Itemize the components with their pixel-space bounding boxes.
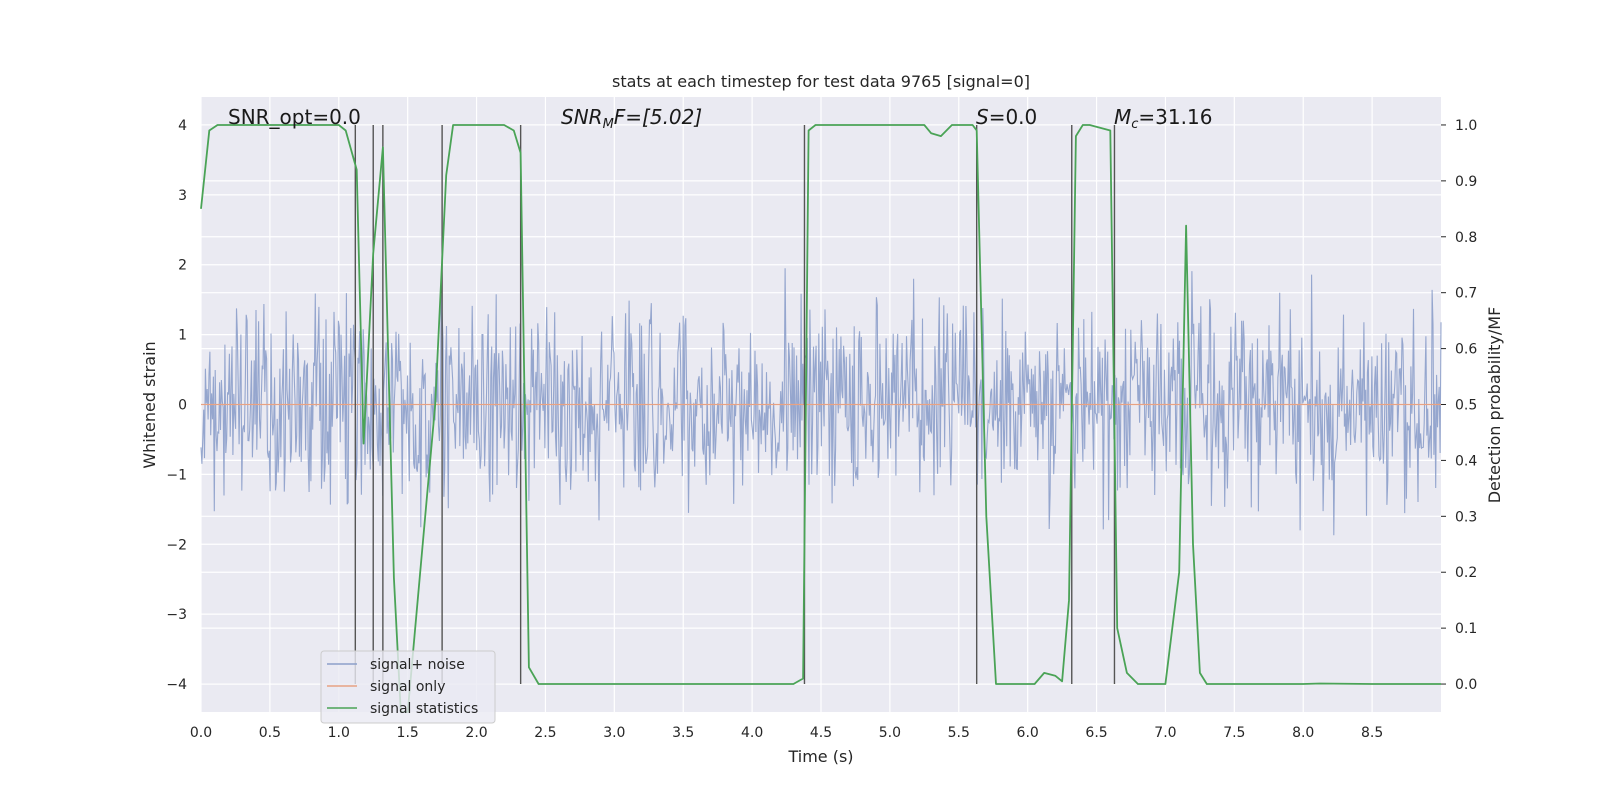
- y-right-tick-label: 0.1: [1455, 621, 1477, 637]
- y-right-tick-labels: 1.0 0.9 0.8 0.7 0.6 0.5 0.4 0.3 0.2 0.1 0.0: [1441, 118, 1477, 693]
- x-axis-label: Time (s): [787, 747, 853, 766]
- legend: signal+ noise signal only signal statist…: [320, 650, 496, 724]
- y-tick-label: −2: [166, 537, 187, 553]
- x-tick-label: 8.0: [1292, 725, 1314, 741]
- y-tick-labels: 4 3 2 1 0 −1 −2 −3 −4: [166, 118, 187, 693]
- x-tick-label: 1.5: [397, 725, 419, 741]
- x-tick-label: 0.5: [259, 725, 281, 741]
- x-tick-label: 3.5: [672, 725, 694, 741]
- chart-title: stats at each timestep for test data 976…: [612, 72, 1030, 91]
- y-tick-label: −1: [166, 467, 187, 483]
- x-tick-label: 5.5: [948, 725, 970, 741]
- y-tick-label: 3: [178, 188, 187, 204]
- x-tick-label: 7.5: [1223, 725, 1245, 741]
- y-tick-label: 1: [178, 328, 187, 344]
- x-tick-label: 8.5: [1361, 725, 1383, 741]
- x-tick-label: 6.0: [1017, 725, 1039, 741]
- x-tick-label: 4.0: [741, 725, 763, 741]
- signal-statistics-series: [200, 124, 1441, 713]
- y-right-axis-label: Detection probability/MF: [1485, 307, 1504, 504]
- y-right-tick-label: 0.3: [1455, 509, 1477, 525]
- legend-box: [320, 650, 496, 724]
- y-tick-label: −3: [166, 607, 187, 623]
- y-tick-label: 4: [178, 118, 187, 134]
- y-right-tick-label: 0.7: [1455, 286, 1477, 302]
- y-right-tick-label: 0.6: [1455, 342, 1477, 358]
- x-tick-label: 4.5: [810, 725, 832, 741]
- legend-label-signal-noise: signal+ noise: [370, 657, 465, 673]
- x-tick-label: 7.0: [1154, 725, 1176, 741]
- x-tick-label: 0.0: [190, 725, 212, 741]
- x-tick-label: 2.5: [534, 725, 556, 741]
- y-right-tick-label: 0.0: [1455, 677, 1477, 693]
- x-tick-label: 2.0: [465, 725, 487, 741]
- annotation-mc: Mc=31.16: [1114, 105, 1212, 132]
- annotation-snr-mf: SNRMF=[5.02]: [561, 105, 702, 132]
- y-tick-label: −4: [166, 677, 187, 693]
- x-tick-label: 1.0: [328, 725, 350, 741]
- y-right-tick-label: 0.5: [1455, 398, 1477, 414]
- y-right-tick-label: 0.8: [1455, 230, 1477, 246]
- x-tick-label: 3.0: [603, 725, 625, 741]
- y-right-tick-label: 1.0: [1455, 118, 1477, 134]
- legend-label-signal-statistics: signal statistics: [370, 701, 478, 717]
- y-right-tick-label: 0.2: [1455, 565, 1477, 581]
- y-tick-label: 0: [178, 398, 187, 414]
- annotation-s: S=0.0: [976, 105, 1037, 129]
- x-tick-label: 5.0: [879, 725, 901, 741]
- y-tick-label: 2: [178, 258, 187, 274]
- x-tick-labels: 0.0 0.5 1.0 1.5 2.0 2.5 3.0 3.5 4.0 4.5 5.0 5.5 6.0 6…: [190, 725, 1383, 741]
- legend-label-signal-only: signal only: [370, 679, 445, 695]
- y-right-tick-label: 0.9: [1455, 174, 1477, 190]
- y-axis-label: Whitened strain: [140, 341, 159, 468]
- y-right-tick-label: 0.4: [1455, 453, 1477, 469]
- x-tick-label: 6.5: [1085, 725, 1107, 741]
- annotation-snr-opt: SNR_opt=0.0: [228, 105, 361, 129]
- signal-statistics-line: [200, 124, 1441, 713]
